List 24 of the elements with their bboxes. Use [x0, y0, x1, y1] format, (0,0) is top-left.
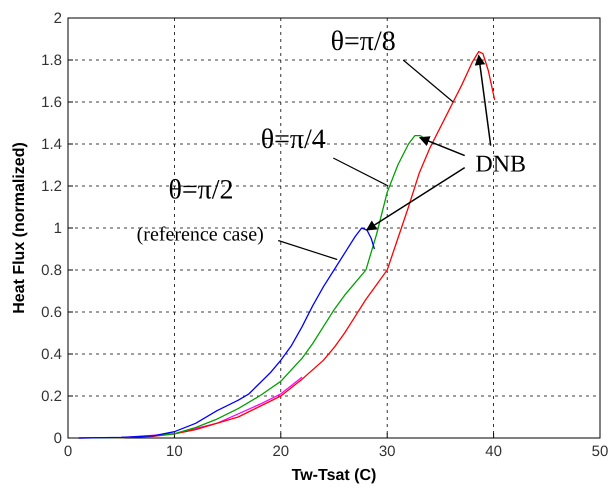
y-tick-label: 1.8 — [41, 52, 62, 69]
y-tick-label: 1.6 — [41, 94, 62, 111]
y-axis-title: Heat Flux (normalized) — [11, 142, 28, 314]
x-axis-title: Tw-Tsat (C) — [292, 467, 376, 484]
x-tick-label: 10 — [166, 443, 183, 460]
x-tick-label: 20 — [272, 443, 290, 460]
line-series — [78, 227, 376, 439]
annotation: θ=π/8 — [330, 26, 396, 57]
y-tick-label: 1.4 — [41, 136, 62, 153]
annotation: (reference case) — [136, 224, 264, 246]
annotation: θ=π/4 — [260, 124, 326, 155]
y-tick-label: 1 — [54, 220, 62, 237]
x-tick-label: 30 — [378, 443, 396, 460]
y-tick-label: 0.6 — [41, 304, 62, 321]
y-tick-label: 0.8 — [41, 262, 62, 279]
annotation: DNB — [475, 152, 526, 178]
y-tick-label: 0.4 — [41, 346, 62, 363]
y-tick-label: 2 — [54, 10, 62, 27]
y-tick-label: 0 — [54, 430, 62, 447]
x-tick-label: 50 — [592, 443, 608, 460]
annotation: θ=π/2 — [168, 174, 234, 206]
x-tick-label: 40 — [485, 443, 502, 460]
y-tick-label: 0.2 — [41, 388, 62, 405]
y-tick-label: 1.2 — [41, 178, 62, 195]
